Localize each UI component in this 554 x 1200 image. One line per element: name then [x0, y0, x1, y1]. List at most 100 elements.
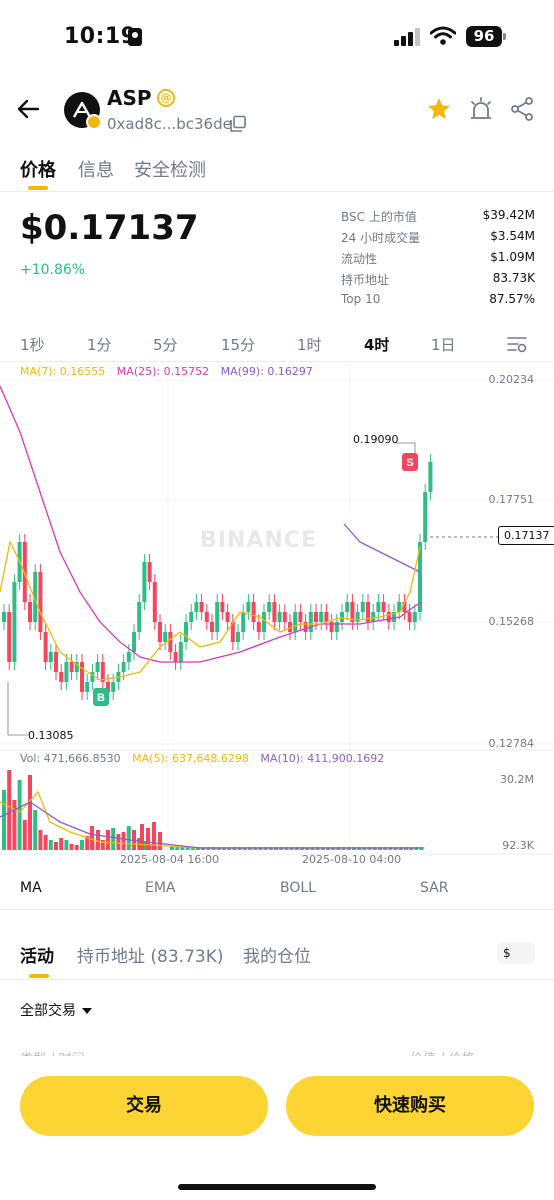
- interval-1m[interactable]: 1分: [87, 336, 112, 354]
- volume-bar: [158, 832, 162, 850]
- favorite-star-icon[interactable]: [426, 96, 452, 122]
- high-marker-line: [395, 442, 416, 457]
- indicator-sar[interactable]: SAR: [420, 880, 449, 896]
- interval-1s[interactable]: 1秒: [20, 336, 45, 354]
- vol-legend: Vol: 471,666.8530: [20, 752, 121, 765]
- tab-activity[interactable]: 活动: [20, 947, 54, 967]
- volume-bar: [74, 845, 79, 850]
- volume-bar: [59, 838, 64, 850]
- candle: [43, 632, 48, 662]
- stat-value: $1.09M: [490, 250, 535, 264]
- candle: [428, 462, 433, 492]
- interval-1d[interactable]: 1日: [431, 336, 456, 354]
- ma-legend: MA(7): 0.16555 MA(25): 0.15752 MA(99): 0…: [20, 365, 321, 378]
- candle: [126, 652, 131, 662]
- volume-bar: [106, 830, 110, 850]
- candle: [407, 612, 412, 622]
- interval-tabs: 1秒 1分 5分 15分 1时 4时 1日: [0, 328, 554, 362]
- candle: [85, 682, 90, 692]
- candle: [230, 622, 235, 642]
- back-arrow-icon[interactable]: [16, 96, 42, 122]
- chart-canvas[interactable]: BS: [0, 362, 554, 870]
- tab-price[interactable]: 价格: [20, 160, 56, 181]
- candle: [386, 612, 391, 622]
- candle: [106, 682, 110, 692]
- volume-bar: [180, 847, 185, 850]
- tab-holders[interactable]: 持币地址 (83.73K): [77, 947, 224, 967]
- battery-icon: 96: [466, 26, 506, 47]
- indicator-boll[interactable]: BOLL: [280, 880, 316, 896]
- candle: [178, 642, 183, 662]
- candle: [397, 602, 402, 612]
- token-logo-mark-icon: [72, 101, 92, 118]
- candle: [33, 572, 38, 622]
- volume-bar: [48, 840, 53, 850]
- price-axis-label: 0.20234: [488, 373, 535, 386]
- volume-bar: [43, 835, 48, 850]
- tab-info[interactable]: 信息: [78, 160, 114, 181]
- volume-bar: [33, 810, 38, 850]
- caret-down-icon: [82, 1008, 92, 1014]
- price-alert-icon[interactable]: [468, 96, 494, 122]
- candle: [246, 602, 251, 612]
- candle: [64, 662, 69, 682]
- candle: [74, 662, 79, 672]
- vol-ma10-line: [0, 801, 420, 849]
- quick-buy-button[interactable]: 快速购买: [286, 1076, 534, 1136]
- trade-button[interactable]: 交易: [20, 1076, 268, 1136]
- candle: [236, 632, 240, 642]
- token-header: ASP @ 0xad8c...bc36de: [0, 80, 554, 140]
- candle: [59, 672, 64, 682]
- volume-bar: [126, 826, 131, 850]
- price-change: +10.86%: [20, 262, 86, 278]
- candle: [303, 622, 308, 632]
- candle: [189, 612, 194, 622]
- volume-bar: [100, 840, 105, 850]
- currency-toggle[interactable]: $: [497, 942, 535, 964]
- candle: [277, 612, 282, 622]
- volume-bar: [175, 847, 180, 850]
- candle: [288, 622, 292, 632]
- candle: [423, 492, 428, 542]
- buy-marker-icon: [93, 688, 109, 706]
- candle: [324, 612, 329, 622]
- chart-settings-icon[interactable]: [506, 334, 528, 354]
- volume-bar: [80, 840, 84, 850]
- sell-marker-label: S: [406, 457, 413, 469]
- verified-icon[interactable]: @: [157, 89, 175, 107]
- interval-5m[interactable]: 5分: [153, 336, 178, 354]
- indicator-tabs: MA EMA BOLL SAR: [0, 870, 554, 910]
- candle: [225, 612, 230, 622]
- interval-15m[interactable]: 15分: [221, 336, 256, 354]
- indicator-ema[interactable]: EMA: [145, 880, 176, 896]
- ma25-line: [0, 385, 423, 663]
- interval-1h[interactable]: 1时: [297, 336, 322, 354]
- ma25-legend: MA(25): 0.15752: [116, 365, 210, 378]
- tab-security-check[interactable]: 安全检测: [134, 160, 206, 181]
- volume-bar: [12, 800, 17, 850]
- stat-value: 87.57%: [489, 292, 535, 306]
- candle: [241, 612, 246, 632]
- stat-liquidity: 流动性 $1.09M: [341, 250, 535, 271]
- indicator-ma[interactable]: MA: [20, 880, 42, 896]
- binance-watermark: BINANCE: [200, 528, 317, 553]
- share-icon[interactable]: [509, 96, 535, 122]
- trade-filter-dropdown[interactable]: 全部交易: [20, 1000, 92, 1020]
- volume-bar: [69, 844, 74, 850]
- home-indicator[interactable]: [178, 1184, 376, 1190]
- candle: [54, 652, 58, 672]
- candle: [392, 612, 396, 622]
- candle: [418, 542, 422, 612]
- status-bar: 10:19 96: [0, 0, 554, 70]
- interval-4h[interactable]: 4时: [364, 336, 390, 354]
- copy-icon[interactable]: [229, 115, 247, 133]
- tab-my-position[interactable]: 我的仓位: [243, 947, 311, 967]
- candle: [282, 612, 287, 622]
- volume-bar: [17, 780, 22, 850]
- token-stats: BSC 上的市值 $39.42M 24 小时成交量 $3.54M 流动性 $1.09M…: [341, 208, 535, 313]
- volume-legend: Vol: 471,666.8530 MA(5): 637,648.6298 MA…: [20, 752, 392, 765]
- volume-bar: [121, 832, 126, 850]
- price-axis-label: 0.12784: [488, 737, 535, 750]
- tab-active-indicator: [29, 974, 49, 978]
